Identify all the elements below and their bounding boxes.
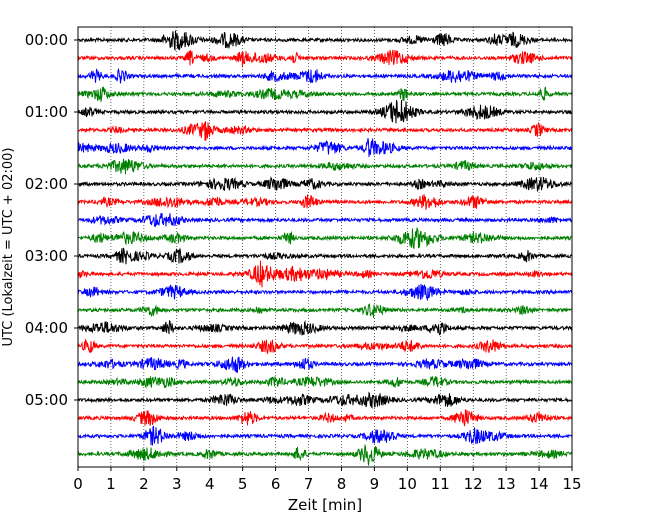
- x-tick-label: 7: [304, 475, 314, 493]
- seismogram-trace: [77, 260, 573, 288]
- x-tick-label: 3: [172, 475, 182, 493]
- seismogram-trace: [77, 30, 573, 52]
- seismogram-trace: [77, 213, 573, 228]
- x-tick-label: 11: [431, 475, 450, 493]
- seismogram-trace: [77, 375, 573, 389]
- y-axis-ticks: 00:00 01:00 02:00 03:00 04:00 05:00: [25, 31, 78, 409]
- seismogram-trace: [77, 49, 573, 68]
- y-tick-label: 01:00: [25, 103, 68, 121]
- seismogram-trace: [77, 176, 573, 192]
- x-tick-label: 0: [73, 475, 83, 493]
- x-tick-label: 1: [106, 475, 116, 493]
- seismogram-trace: [77, 67, 573, 84]
- seismogram-trace: [77, 319, 573, 336]
- y-tick-label: 03:00: [25, 247, 68, 265]
- x-tick-label: 14: [530, 475, 549, 493]
- seismogram-trace: [77, 409, 573, 427]
- seismogram-trace: [77, 121, 573, 141]
- seismogram-traces: [77, 30, 573, 466]
- y-axis-label: UTC (Lokalzeit = UTC + 02:00): [1, 148, 16, 347]
- x-tick-label: 2: [139, 475, 149, 493]
- seismogram-trace: [77, 338, 573, 354]
- y-tick-label: 05:00: [25, 391, 68, 409]
- seismogram-trace: [77, 391, 573, 410]
- x-tick-label: 6: [271, 475, 281, 493]
- seismogram-trace: [77, 227, 573, 250]
- y-tick-label: 02:00: [25, 175, 68, 193]
- seismogram-trace: [77, 247, 573, 265]
- x-tick-label: 10: [398, 475, 417, 493]
- seismogram-trace: [77, 356, 573, 374]
- x-tick-label: 15: [562, 475, 581, 493]
- seismogram-trace: [77, 194, 573, 210]
- x-tick-label: 4: [205, 475, 215, 493]
- x-axis-ticks: 0 1 2 3 4 5 6 7 8 9 10 11 12 13 14 15: [73, 467, 582, 493]
- seismogram-trace: [77, 443, 573, 466]
- seismogram-trace: [77, 425, 573, 446]
- plot-frame: [77, 26, 573, 468]
- seismogram-trace: [77, 99, 573, 124]
- x-axis-label: Zeit [min]: [288, 496, 362, 514]
- y-tick-label: 00:00: [25, 31, 68, 49]
- seismogram-trace: [77, 303, 573, 318]
- seismogram-trace: [77, 283, 573, 302]
- seismogram-trace: [77, 158, 573, 175]
- y-tick-label: 04:00: [25, 319, 68, 337]
- x-tick-label: 13: [497, 475, 516, 493]
- grid-lines: [110, 27, 540, 467]
- x-tick-label: 5: [238, 475, 248, 493]
- x-tick-label: 12: [464, 475, 483, 493]
- x-tick-label: 9: [370, 475, 380, 493]
- x-tick-label: 8: [337, 475, 347, 493]
- seismogram-trace: [77, 137, 573, 158]
- seismogram-trace: [77, 86, 573, 102]
